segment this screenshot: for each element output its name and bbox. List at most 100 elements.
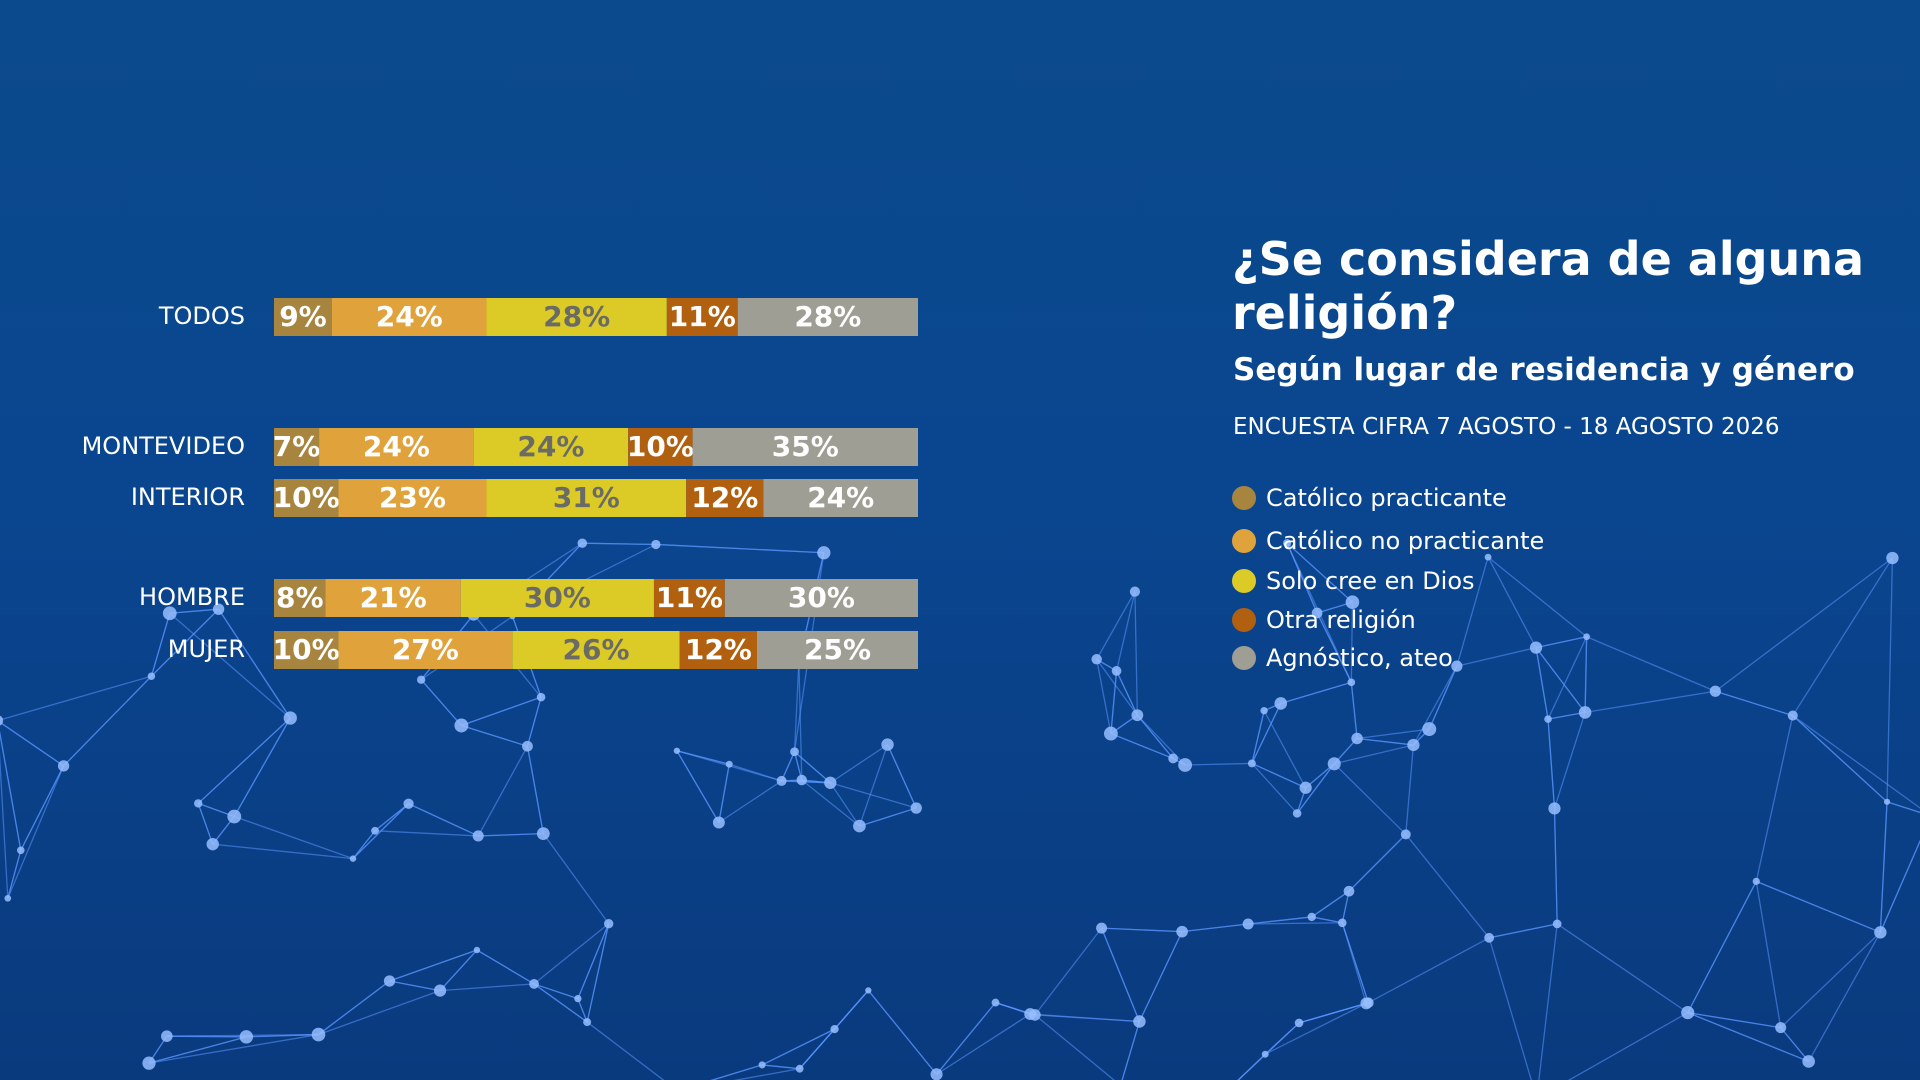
network-node <box>1681 1006 1695 1020</box>
network-node <box>0 715 4 726</box>
bar-segment <box>331 298 487 336</box>
network-line <box>1715 690 1793 717</box>
network-line <box>829 744 888 784</box>
network-line <box>0 751 9 899</box>
network-node <box>1133 1015 1146 1028</box>
network-node <box>1407 738 1420 752</box>
network-line <box>420 679 462 726</box>
network-line <box>542 833 610 925</box>
network-line <box>352 830 376 860</box>
network-line <box>1348 833 1407 892</box>
network-line <box>1333 763 1407 835</box>
network-line <box>655 543 824 554</box>
bar-segment <box>724 579 918 617</box>
network-line <box>1357 737 1414 746</box>
value-label: 7% <box>273 430 321 463</box>
network-line <box>1456 647 1537 667</box>
network-line <box>1251 703 1282 764</box>
bar-segment <box>274 298 332 336</box>
network-line <box>1034 927 1103 1016</box>
network-line <box>374 803 409 832</box>
network-node <box>1111 666 1122 676</box>
network-node <box>4 894 12 902</box>
network-node <box>162 606 177 621</box>
legend-swatch <box>1232 529 1256 553</box>
network-line <box>1034 1014 1115 1080</box>
network-node <box>161 1030 173 1042</box>
network-line <box>533 983 588 1023</box>
bar-segment <box>274 579 326 617</box>
network-line <box>1341 922 1370 1003</box>
network-line <box>20 765 65 851</box>
network-line <box>1298 1002 1369 1024</box>
network-line <box>1792 715 1888 803</box>
network-node <box>1400 829 1411 840</box>
network-line <box>1487 556 1588 638</box>
network-node <box>1294 1018 1304 1028</box>
network-node <box>1802 1055 1815 1068</box>
network-node <box>1752 877 1760 885</box>
network-node <box>1583 633 1590 641</box>
value-label: 31% <box>553 481 620 514</box>
chart-title: ¿Se considera de alguna religión? <box>1232 232 1865 340</box>
network-node <box>1104 726 1118 741</box>
network-node <box>529 979 539 989</box>
network-line <box>1756 880 1881 933</box>
network-line <box>1264 1002 1367 1055</box>
network-line <box>1182 923 1249 933</box>
network-node <box>1091 654 1102 665</box>
legend-label: Agnóstico, ateo <box>1266 644 1453 672</box>
network-node <box>1274 697 1288 710</box>
network-line <box>1780 1027 1810 1062</box>
bar-segment <box>486 479 687 517</box>
legend-item: Católico no practicante <box>1232 527 1544 555</box>
network-node <box>758 1061 766 1069</box>
bar-segment <box>692 428 918 466</box>
network-node <box>1883 798 1891 805</box>
value-label: 11% <box>656 581 723 614</box>
network-line <box>1879 801 1888 933</box>
network-line <box>858 744 889 827</box>
network-line <box>1538 923 1558 1080</box>
network-node <box>147 672 156 680</box>
network-node <box>673 747 681 754</box>
network-line <box>1553 712 1586 809</box>
network-node <box>1178 758 1193 772</box>
network-line <box>886 744 917 809</box>
network-line <box>1755 881 1782 1028</box>
network-line <box>1808 932 1881 1062</box>
network-line <box>762 1064 800 1070</box>
network-line <box>676 750 720 823</box>
bar-segment <box>325 579 461 617</box>
network-line <box>1134 591 1139 716</box>
network-node <box>1787 710 1798 721</box>
network-node <box>1292 809 1302 818</box>
value-label: 28% <box>794 300 861 333</box>
network-node <box>1775 1022 1787 1034</box>
network-line <box>577 998 588 1023</box>
value-label: 30% <box>524 581 591 614</box>
network-line <box>1311 916 1343 924</box>
network-line <box>1488 923 1558 939</box>
network-node <box>574 994 582 1003</box>
network-line <box>0 675 152 721</box>
value-label: 24% <box>376 300 443 333</box>
value-label: 28% <box>543 300 610 333</box>
network-line <box>936 1002 997 1075</box>
network-node <box>796 774 808 786</box>
network-line <box>830 782 917 809</box>
network-line <box>1886 801 1920 814</box>
value-label: 10% <box>627 430 694 463</box>
network-line <box>477 745 529 837</box>
network-line <box>1110 670 1118 734</box>
network-line <box>1428 665 1458 730</box>
value-label: 12% <box>691 481 758 514</box>
network-line <box>234 815 354 860</box>
network-node <box>776 775 787 786</box>
network-node <box>1261 1050 1269 1058</box>
network-node <box>239 1030 254 1044</box>
network-line <box>710 1064 763 1080</box>
network-line <box>197 717 291 804</box>
network-line <box>233 717 291 817</box>
